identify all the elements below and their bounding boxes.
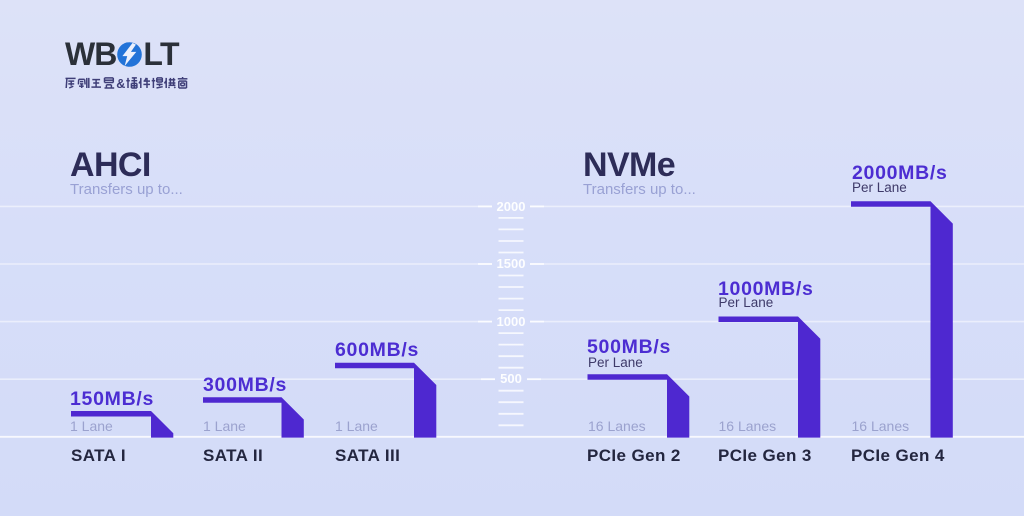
svg-text:&: & xyxy=(116,77,125,91)
